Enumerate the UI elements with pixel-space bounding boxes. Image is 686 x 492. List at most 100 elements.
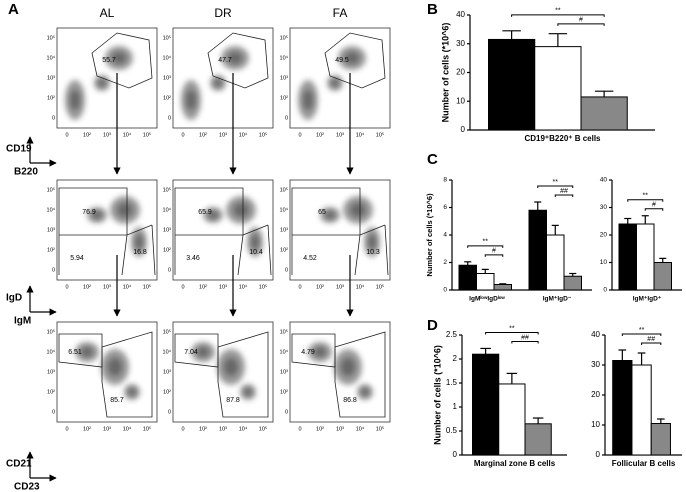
- y-tick-label: 10⁴: [163, 54, 172, 61]
- gate: [58, 187, 128, 235]
- x-tick-label: 0: [298, 132, 301, 138]
- bar: [612, 360, 633, 456]
- gate-percentage: 85.7: [110, 397, 124, 404]
- significance-label: **: [643, 193, 649, 200]
- cell-density-core: [128, 388, 136, 396]
- x-tick-label: 10²: [316, 132, 324, 138]
- y-tick-label: 40: [456, 10, 465, 19]
- significance-label: **: [639, 327, 645, 334]
- y-tick-label: 10⁴: [47, 348, 56, 355]
- y-tick-label: 1.5: [446, 378, 458, 387]
- gate-percentage: 10.4: [249, 249, 263, 256]
- y-tick-label: 10⁵: [163, 34, 171, 41]
- y-tick-label: 10⁴: [163, 206, 172, 213]
- cell-density-core: [244, 388, 252, 396]
- y-tick-label: 0: [285, 115, 288, 121]
- y-axis-label: Number of cells (*10^6): [440, 23, 450, 123]
- y-tick-label: 0: [168, 267, 171, 273]
- x-tick-label: 10⁵: [143, 425, 151, 432]
- significance-label: **: [509, 325, 515, 332]
- x-tick-label: 10⁵: [259, 131, 267, 138]
- x-tick-label: 10⁴: [123, 131, 132, 138]
- y-tick-label: 10⁵: [280, 186, 288, 193]
- y-tick-label: 4: [443, 232, 447, 239]
- bar: [458, 264, 477, 291]
- x-tick-label: 0: [181, 426, 184, 432]
- cell-density-core: [92, 211, 102, 219]
- y-tick-label: 10⁴: [47, 206, 56, 213]
- y-tick-label: 10⁴: [280, 348, 289, 355]
- y-tick-label: 10: [600, 259, 608, 266]
- cell-density-core: [303, 90, 313, 110]
- panel-label: C: [427, 151, 438, 168]
- gate-percentage: 4.79: [301, 349, 315, 356]
- x-tick-label: 10³: [103, 132, 111, 138]
- significance-bracket: [537, 185, 574, 188]
- y-tick-label: 30: [456, 39, 465, 48]
- gate: [384, 224, 389, 276]
- y-tick-label: 2: [443, 259, 447, 266]
- cell-density-core: [345, 52, 359, 64]
- bar: [488, 38, 536, 131]
- gate: [121, 234, 128, 276]
- x-tick-label: 10⁴: [123, 425, 132, 432]
- significance-bracket: [484, 254, 504, 257]
- y-tick-label: 20: [591, 390, 600, 399]
- x-tick-label: 10²: [83, 426, 91, 432]
- x-tick-label: 10³: [103, 284, 111, 290]
- gate: [354, 234, 361, 276]
- x-tick-label: 10⁴: [123, 283, 132, 290]
- y-tick-label: 0: [52, 409, 55, 415]
- significance-label: **: [553, 179, 559, 186]
- y-tick-label: 0: [52, 115, 55, 121]
- y-tick-label: 1: [453, 402, 458, 411]
- significance-label: **: [483, 239, 489, 246]
- x-tick-label: 0: [298, 426, 301, 432]
- x-tick-label: 10³: [336, 426, 344, 432]
- y-tick-label: 10⁴: [280, 54, 289, 61]
- category-label: Follicular B cells: [612, 459, 676, 468]
- category-label: CD19⁺B220⁺ B cells: [524, 134, 601, 143]
- x-tick-label: 10²: [199, 426, 207, 432]
- gate-percentage: 10.3: [366, 249, 380, 256]
- y-tick-label: 10³: [280, 369, 288, 375]
- x-tick-label: 10²: [199, 284, 207, 290]
- significance-bracket: [485, 331, 539, 335]
- gate-percentage: 65: [318, 209, 326, 216]
- cell-density-core: [112, 52, 126, 64]
- column-header: FA: [333, 6, 348, 20]
- bar: [534, 46, 582, 131]
- gate-percentage: 4.52: [303, 255, 317, 262]
- y-tick-label: 10⁴: [280, 206, 289, 213]
- bar: [476, 273, 495, 291]
- y-tick-label: 10²: [163, 247, 171, 253]
- gate: [174, 187, 244, 235]
- significance-label: ##: [647, 336, 655, 343]
- x-tick-label: 10²: [83, 132, 91, 138]
- cell-density-core: [81, 347, 93, 357]
- column-header: DR: [214, 6, 232, 20]
- significance-bracket: [557, 23, 605, 26]
- cell-density-core: [331, 79, 339, 87]
- gate-percentage: 5.94: [70, 255, 84, 262]
- y-tick-label: 10⁵: [163, 328, 171, 335]
- x-tick-label: 0: [65, 132, 68, 138]
- y-tick-label: 0: [168, 115, 171, 121]
- cell-density-core: [228, 52, 242, 64]
- bar: [580, 96, 628, 131]
- gate-percentage: 55.7: [102, 57, 116, 64]
- y-tick-label: 10²: [280, 247, 288, 253]
- y-tick-label: 10²: [163, 389, 171, 395]
- gate-percentage: 86.8: [343, 397, 357, 404]
- x-tick-label: 10⁵: [143, 131, 151, 138]
- cell-density-core: [224, 358, 238, 376]
- significance-label: ##: [560, 188, 568, 195]
- y-tick-label: 0: [461, 125, 466, 134]
- y-tick-label: 10²: [47, 95, 55, 101]
- x-tick-label: 10³: [219, 284, 227, 290]
- y-tick-label: 10: [591, 420, 600, 429]
- gate-percentage: 76.9: [82, 209, 96, 216]
- x-axis-label: IgM: [14, 316, 31, 327]
- x-tick-label: 0: [65, 284, 68, 290]
